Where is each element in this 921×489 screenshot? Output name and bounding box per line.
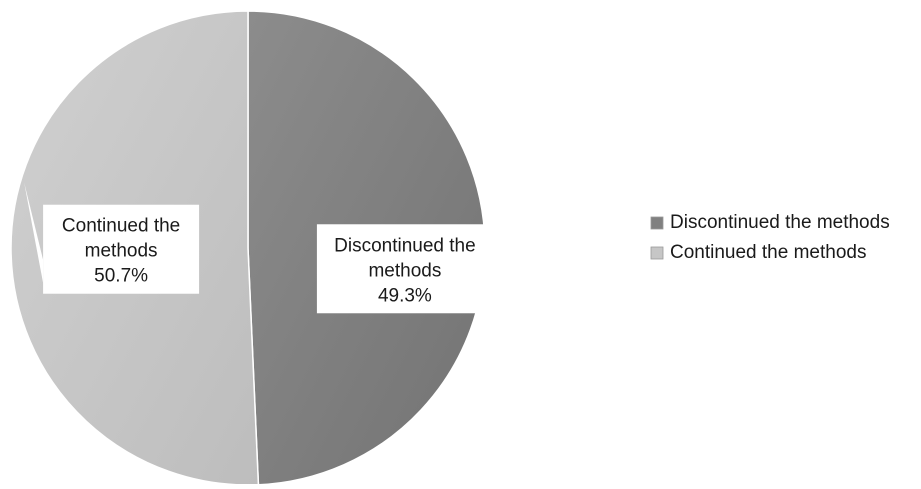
legend-label: Discontinued the methods bbox=[670, 212, 890, 233]
data-label-text: Discontinued the bbox=[334, 235, 476, 256]
data-label-text: methods bbox=[368, 260, 441, 281]
legend-swatch bbox=[650, 246, 664, 260]
data-label-continued-the-methods: Continued the methods 50.7% bbox=[24, 182, 200, 294]
legend-item-discontinued-the-methods: Discontinued the methods bbox=[650, 212, 890, 233]
data-label-discontinued-the-methods: Discontinued the methods 49.3% bbox=[316, 224, 493, 314]
legend: Discontinued the methods Continued the me… bbox=[650, 212, 890, 263]
legend-item-continued-the-methods: Continued the methods bbox=[650, 242, 866, 263]
data-label-text: Continued the bbox=[62, 216, 180, 237]
data-labels: Discontinued the methods 49.3% Continued th… bbox=[24, 182, 493, 314]
legend-swatch bbox=[650, 216, 664, 230]
data-label-text: methods bbox=[85, 241, 158, 262]
data-label-text: 49.3% bbox=[378, 285, 432, 306]
legend-label: Continued the methods bbox=[670, 242, 866, 263]
callout-box bbox=[43, 204, 200, 294]
data-label-text: 50.7% bbox=[94, 266, 148, 287]
callout-box bbox=[316, 224, 493, 314]
callout-pointer bbox=[24, 182, 44, 284]
